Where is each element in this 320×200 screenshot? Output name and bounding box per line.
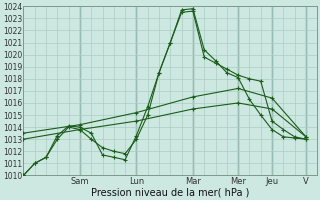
X-axis label: Pression niveau de la mer( hPa ): Pression niveau de la mer( hPa ) [91,187,250,197]
